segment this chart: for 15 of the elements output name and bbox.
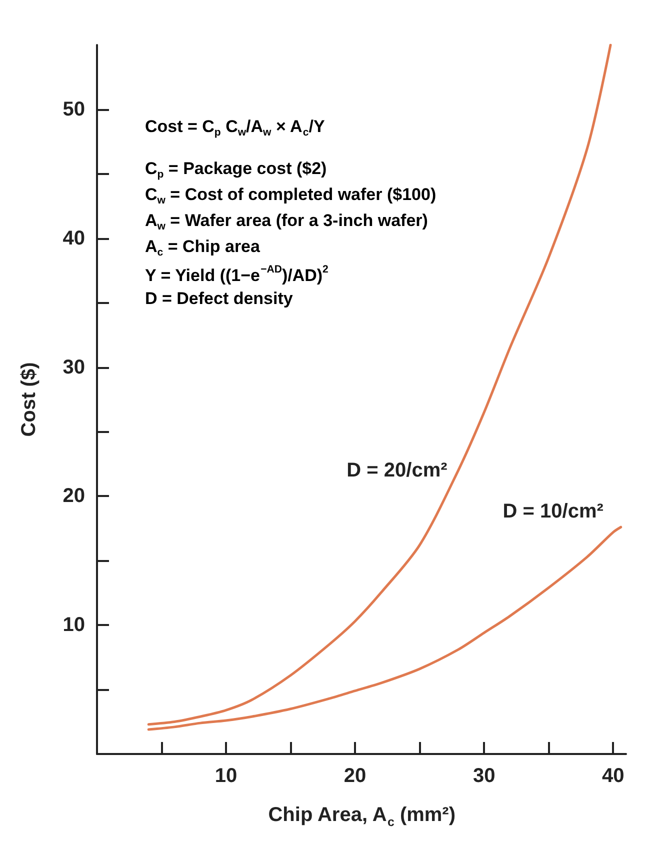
x-tick-label: 40 <box>602 765 624 787</box>
x-tick-label: 30 <box>472 765 496 787</box>
line-series <box>147 44 612 726</box>
x-tick-label: 20 <box>344 765 366 787</box>
y-tick-label: 20 <box>62 485 85 508</box>
series-label: D = 20/cm² <box>346 459 448 482</box>
y-tick-label: 10 <box>62 614 85 636</box>
series-label: D = 10/cm² <box>502 500 604 522</box>
line-series <box>147 526 622 731</box>
y-tick-label: 40 <box>62 227 85 250</box>
y-tick-label: 50 <box>62 98 85 120</box>
x-tick-label: 10 <box>214 765 238 787</box>
y-tick-label: 30 <box>62 356 85 378</box>
annotation: D = Defect density <box>145 289 294 308</box>
y-axis-title: Cost ($) <box>18 362 40 437</box>
